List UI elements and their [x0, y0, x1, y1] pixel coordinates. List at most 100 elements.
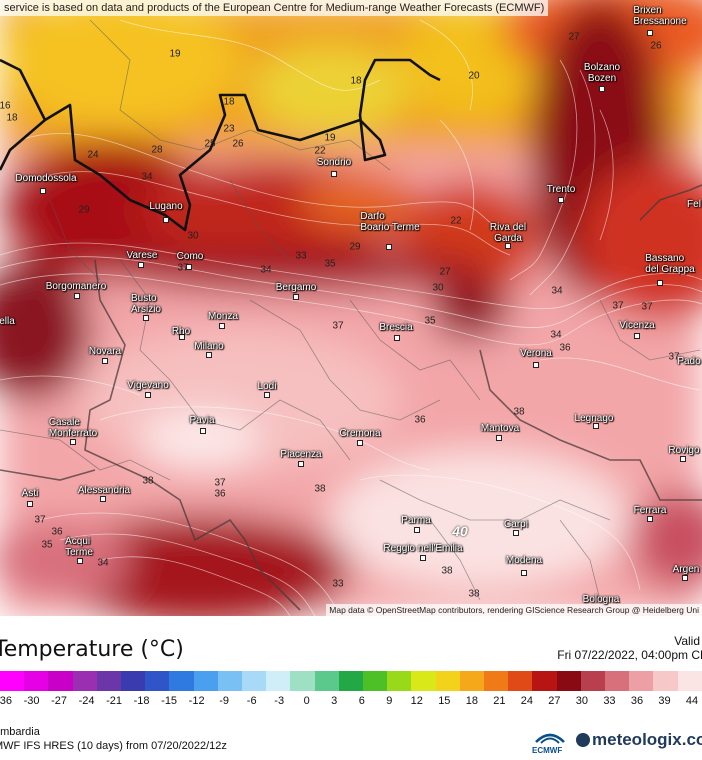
- city-label-vicenza: Vicenza: [619, 320, 655, 331]
- legend-title: Temperature (°C): [0, 637, 184, 662]
- color-scale-swatch: [96, 671, 122, 691]
- color-scale-tick: 12: [410, 695, 423, 707]
- temp-label: 19: [169, 48, 181, 60]
- color-scale-swatch: [387, 671, 412, 691]
- city-label-acqui: Acqui Terme: [65, 536, 93, 558]
- temp-label: 22: [450, 215, 462, 227]
- color-scale-tick: 9: [386, 695, 393, 707]
- color-scale-swatch: [580, 671, 606, 691]
- color-scale-swatch: [145, 671, 170, 691]
- temp-label: 30: [187, 230, 199, 242]
- color-scale-swatch: [653, 671, 678, 691]
- city-marker: [74, 293, 80, 299]
- color-scale-swatch: [629, 671, 654, 691]
- color-scale-swatch: [290, 671, 315, 691]
- temp-label: 18: [223, 96, 235, 108]
- temp-label: 37: [177, 262, 189, 274]
- city-marker: [293, 294, 299, 300]
- color-scale-swatch: [459, 671, 485, 691]
- color-scale-swatch: [556, 671, 581, 691]
- temp-label: 35: [424, 315, 436, 327]
- city-label-lodi: Lodi: [257, 381, 277, 392]
- region-label: ombardia: [0, 726, 40, 738]
- city-marker: [386, 244, 392, 250]
- city-marker: [394, 335, 400, 341]
- temp-label: 22: [314, 145, 326, 157]
- color-scale-tick: -6: [246, 695, 257, 707]
- city-label-alessandria: Alessandria: [77, 485, 131, 496]
- city-marker: [505, 243, 511, 249]
- temp-label: 26: [650, 40, 662, 52]
- city-marker: [100, 496, 106, 502]
- temp-label: 33: [295, 250, 307, 262]
- color-scale-tick: 44: [685, 695, 699, 707]
- color-scale-tick: -30: [23, 695, 40, 707]
- color-scale-ticks: -36-30-27-24-21-18-15-12-9-6-30369121518…: [0, 695, 702, 711]
- city-label-busto: Busto Arsizio: [130, 293, 162, 315]
- city-marker: [219, 323, 225, 329]
- color-scale-tick: 0: [303, 695, 310, 707]
- color-scale-swatch: [0, 671, 25, 691]
- color-scale-swatch: [411, 671, 436, 691]
- color-scale-tick: 18: [465, 695, 478, 707]
- color-scale-tick: 27: [548, 695, 561, 707]
- temp-label: 18: [350, 75, 362, 87]
- city-marker: [657, 280, 663, 286]
- city-label-sondrio: Sondrio: [316, 157, 352, 168]
- city-label-bergamo: Bergamo: [275, 282, 317, 293]
- city-marker: [163, 217, 169, 223]
- color-scale-tick: 24: [520, 695, 533, 707]
- color-scale-tick: 30: [575, 695, 589, 707]
- color-scale-swatch: [266, 671, 291, 691]
- city-marker: [599, 86, 605, 92]
- city-label-mantova: Mantova: [480, 423, 520, 434]
- city-label-bolzano: Bolzano Bozen: [583, 62, 621, 84]
- color-scale-tick: 6: [358, 695, 365, 707]
- city-label-darfo: Darfo Boario Terme: [360, 211, 420, 233]
- temperature-map[interactable]: service is based on data and products of…: [0, 0, 702, 616]
- color-scale-tick: 36: [630, 695, 644, 707]
- city-label-cremona: Cremona: [339, 428, 381, 439]
- temp-label: 36: [214, 488, 226, 500]
- city-label-reggio: Reggio nell'Emilia: [383, 543, 463, 554]
- temp-label: 38: [441, 565, 453, 577]
- city-marker: [680, 456, 686, 462]
- temp-label: 34: [97, 557, 109, 569]
- city-marker: [264, 392, 270, 398]
- city-label-brixen: Brixen Bressanone: [633, 5, 687, 27]
- city-marker: [27, 501, 33, 507]
- city-label-monza: Monza: [207, 311, 239, 322]
- temp-label: 37: [214, 477, 226, 489]
- city-marker: [420, 555, 426, 561]
- temp-label: 35: [41, 539, 53, 551]
- city-label-como: Como: [176, 251, 204, 262]
- city-label-asti: Asti: [21, 488, 39, 499]
- color-scale-tick: -15: [161, 695, 178, 707]
- city-label-borgomanero: Borgomanero: [45, 281, 107, 292]
- city-marker: [77, 558, 83, 564]
- temp-label: 37: [612, 300, 624, 312]
- temp-label: 19: [324, 132, 336, 144]
- temp-label: 23: [223, 123, 235, 135]
- city-label-domodossola: Domodossola: [15, 173, 77, 184]
- city-marker: [186, 264, 192, 270]
- city-label-trento: Trento: [546, 184, 576, 195]
- map-canvas: [0, 0, 702, 616]
- ecmwf-logo-text: ECMWF: [532, 746, 563, 755]
- city-label-feltre: Fel: [687, 199, 701, 210]
- temp-label: 26: [232, 138, 244, 150]
- color-scale-tick: -18: [133, 695, 150, 707]
- color-scale-swatch: [193, 671, 218, 691]
- color-scale-tick: -3: [274, 695, 285, 707]
- color-scale-tick: 39: [658, 695, 671, 707]
- temp-label: 27: [568, 31, 580, 43]
- city-label-verona: Verona: [520, 348, 552, 359]
- color-scale-swatch: [363, 671, 388, 691]
- color-scale-tick: -27: [51, 695, 67, 707]
- city-marker: [513, 530, 519, 536]
- meteologix-brand[interactable]: meteologix.co: [576, 730, 702, 750]
- meteologix-brand-text: meteologix.co: [592, 730, 702, 749]
- city-label-biella: ella: [0, 316, 15, 327]
- city-marker: [70, 439, 76, 445]
- city-label-modena: Modena: [505, 555, 543, 566]
